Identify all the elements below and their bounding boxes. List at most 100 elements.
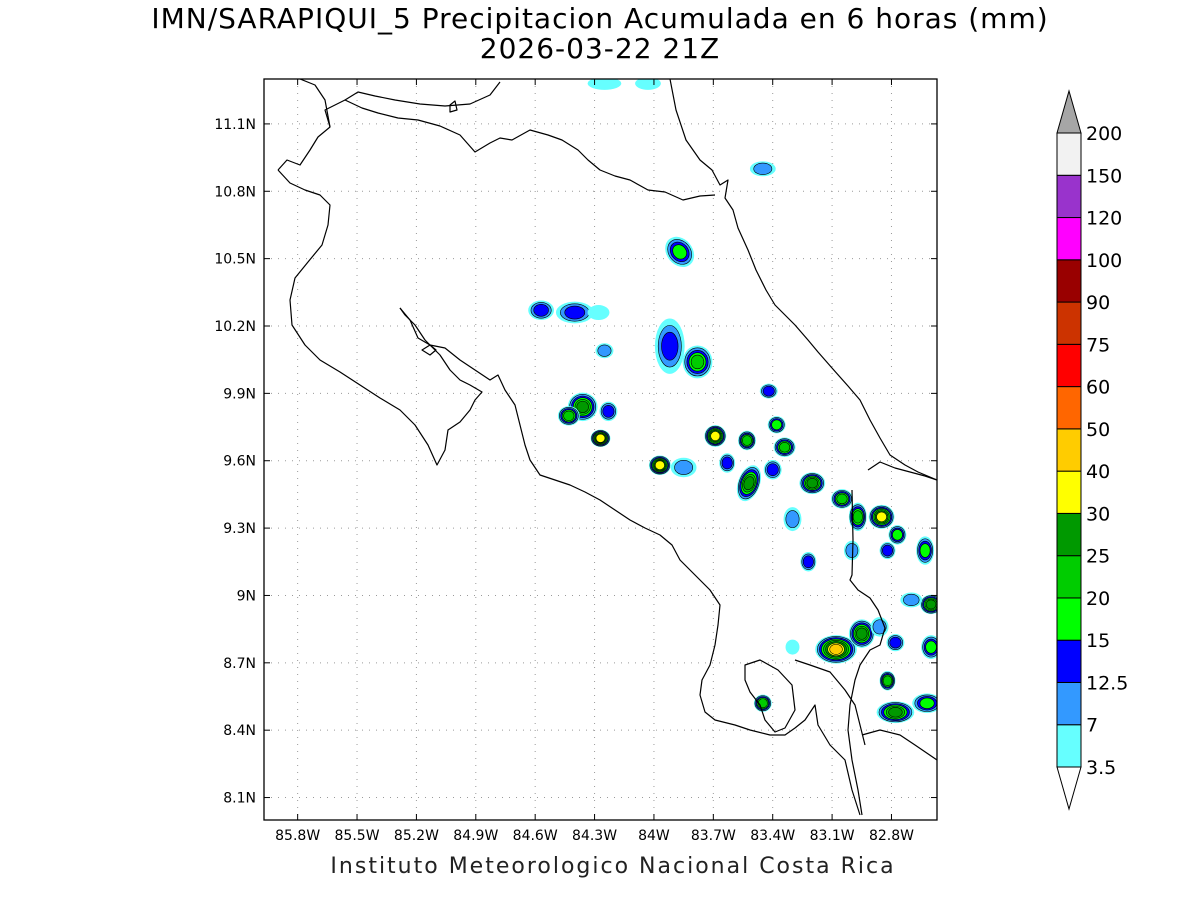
colorbar-under-triangle (1056, 766, 1082, 811)
map-gridlines (264, 79, 937, 820)
rain-contour (533, 303, 549, 317)
lat-tick-label: 9.9N (223, 386, 256, 402)
colorbar-level-label: 12.5 (1086, 672, 1128, 694)
rain-cell (848, 502, 867, 532)
rain-cell (738, 430, 756, 451)
rain-cell (753, 694, 772, 712)
colorbar-level-label: 3.5 (1086, 757, 1116, 779)
rain-contour (889, 636, 902, 649)
panama-coast-north (867, 461, 937, 481)
rain-cell (665, 236, 695, 267)
rain-cell (590, 429, 611, 447)
rain-contour (876, 511, 887, 523)
rain-contour (845, 543, 859, 558)
nicoya-gulf-shore (399, 307, 861, 816)
colorbar-level-label: 120 (1086, 208, 1122, 230)
colorbar-swatch (1056, 470, 1082, 514)
lat-tick-label: 10.8N (214, 184, 256, 200)
coastline-borders (277, 79, 937, 816)
lat-tick-label: 8.7N (223, 656, 256, 672)
footer-credit: Instituto Meteorologico Nacional Costa R… (330, 854, 896, 879)
lon-tick-label: 85.2W (394, 828, 439, 844)
rain-contour (919, 543, 931, 558)
lat-tick-label: 8.4N (223, 723, 256, 739)
rain-contour (888, 707, 903, 718)
colorbar-level-label: 20 (1086, 588, 1110, 610)
rain-cell (912, 693, 937, 713)
colorbar-level-label: 40 (1086, 461, 1110, 483)
colorbar-swatch (1056, 343, 1082, 388)
rain-contour (597, 344, 612, 357)
rain-cell (670, 457, 697, 478)
colorbar-swatch (1056, 174, 1082, 219)
lat-tick-label: 8.1N (223, 791, 256, 807)
rain-cell (587, 79, 622, 90)
rain-contour (829, 643, 843, 655)
map-axes: 11.1N 10.8N 10.5N 10.2N 9.9N 9.6N 9.3N 9N 8.7N 8.… (214, 79, 937, 844)
rain-cell (719, 453, 736, 473)
rain-contour (925, 640, 937, 654)
lon-tick-label: 84W (638, 828, 670, 844)
colorbar-swatch (1056, 132, 1082, 176)
map-timestamp: 2026-03-22 21Z (479, 32, 721, 65)
rain-cell (868, 504, 895, 529)
rain-cell (879, 671, 896, 691)
rain-contour (779, 442, 791, 453)
colorbar-level-label: 15 (1086, 630, 1110, 652)
rain-contour (806, 477, 818, 489)
rain-cell (888, 525, 907, 545)
rain-cell (773, 437, 796, 457)
rain-cell (916, 536, 935, 565)
rain-cell (876, 701, 915, 724)
rain-contour (919, 697, 935, 709)
lat-tick-label: 11.1N (214, 117, 256, 133)
rain-cell (682, 345, 713, 379)
rain-cell (759, 383, 778, 399)
rain-contour (762, 385, 775, 397)
colorbar-swatch (1056, 639, 1082, 683)
rain-contour (892, 529, 903, 541)
rain-cell (767, 416, 786, 434)
rain-contour (710, 431, 721, 441)
rain-cell (704, 425, 727, 447)
rain-cell (736, 465, 762, 502)
colorbar-level-label: 90 (1086, 292, 1110, 314)
golfo-dulce-shore (794, 659, 866, 746)
rain-contour (595, 433, 606, 443)
rain-contour (771, 419, 783, 431)
rain-contour (741, 435, 752, 446)
rain-contour (564, 305, 586, 320)
rain-cell (595, 343, 614, 359)
rain-cell (900, 592, 923, 608)
rain-cell (654, 318, 685, 374)
rain-cell (528, 300, 555, 321)
lon-tick-label: 83.4W (750, 828, 795, 844)
map-title: IMN/SARAPIQUI_5 Precipitacion Acumulada … (151, 2, 1049, 35)
rain-contour (576, 400, 589, 413)
lat-tick-label: 9N (237, 588, 256, 604)
lon-tick-label: 83.7W (691, 828, 736, 844)
rain-cell (557, 406, 580, 426)
rain-cell (831, 489, 853, 509)
rain-cell (886, 633, 905, 652)
map-frame (263, 78, 938, 821)
colorbar-legend: 3.5 7 12.5 15 20 25 30 40 50 60 75 90 100 120 150 200 (1056, 89, 1128, 811)
lat-tick-label: 9.3N (223, 521, 256, 537)
rain-contour (757, 698, 768, 709)
lon-tick-label: 82.8W (869, 828, 914, 844)
rain-cell (815, 635, 857, 664)
lon-tick-label: 85.8W (275, 828, 320, 844)
rain-cell (921, 635, 937, 660)
rain-cell (920, 594, 937, 615)
colorbar-swatch (1056, 428, 1082, 472)
colorbar-level-label: 150 (1086, 165, 1122, 187)
rainfall-field (528, 79, 937, 724)
rain-contour (587, 305, 610, 321)
rain-cell (599, 401, 618, 422)
colorbar-swatch (1056, 512, 1082, 557)
lon-tick-label: 84.6W (513, 828, 558, 844)
rain-contour (882, 544, 894, 557)
rain-contour (925, 599, 937, 610)
colorbar-level-label: 50 (1086, 419, 1110, 441)
